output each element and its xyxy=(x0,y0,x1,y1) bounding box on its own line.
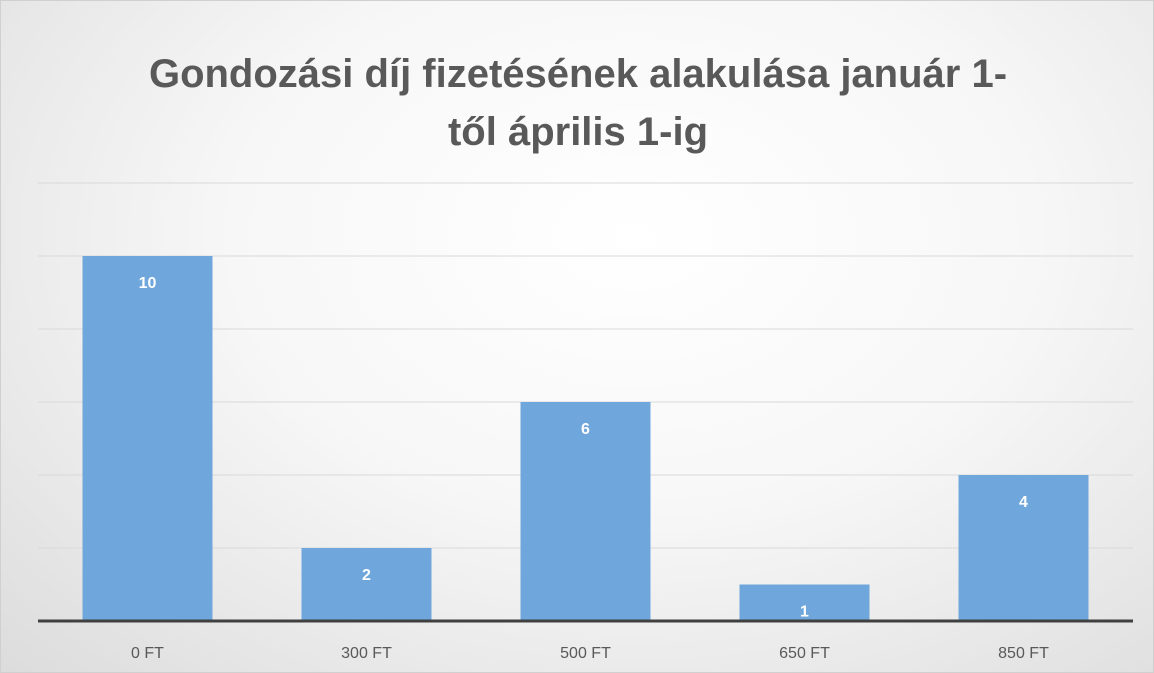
value-label: 2 xyxy=(362,567,371,584)
value-label: 10 xyxy=(139,275,157,292)
value-label: 4 xyxy=(1019,494,1028,511)
value-label: 6 xyxy=(581,421,590,438)
x-tick-label: 300 FT xyxy=(341,645,392,662)
bar xyxy=(301,548,432,621)
bar xyxy=(958,475,1089,621)
x-tick-label: 500 FT xyxy=(560,645,611,662)
bar xyxy=(739,584,870,621)
bar xyxy=(82,256,213,621)
x-tick-label: 650 FT xyxy=(779,645,830,662)
chart-title: Gondozási díj fizetésének alakulása janu… xyxy=(148,52,1008,154)
x-tick-label: 850 FT xyxy=(998,645,1049,662)
value-label: 1 xyxy=(800,604,809,621)
bar xyxy=(520,402,651,621)
x-tick-label: 0 FT xyxy=(131,645,164,662)
